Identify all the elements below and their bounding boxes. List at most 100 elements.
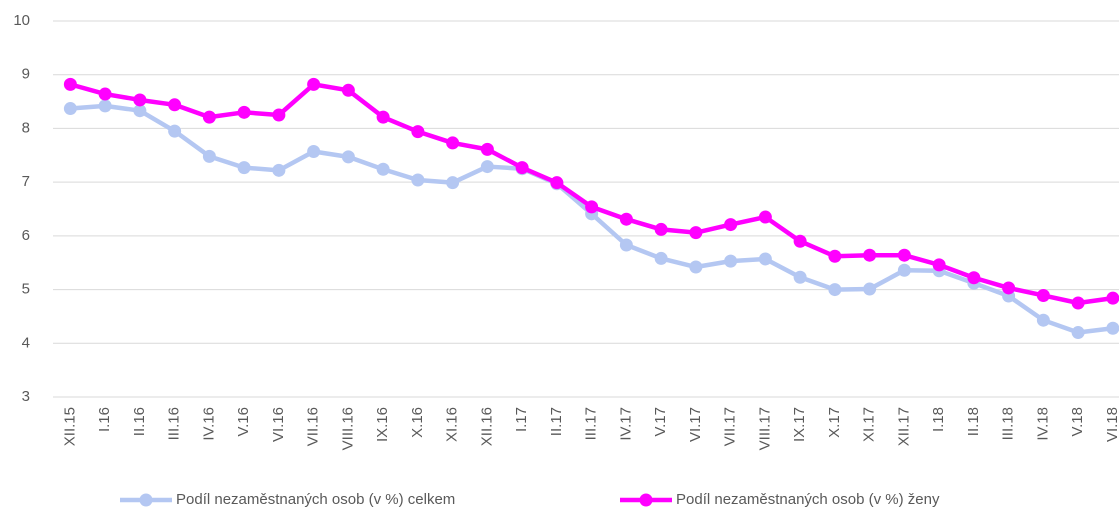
y-tick-label: 6 (22, 227, 30, 244)
data-point (863, 248, 877, 262)
data-point (758, 210, 772, 224)
x-tick-label: II.16 (131, 407, 148, 436)
data-point (515, 161, 529, 175)
data-point (376, 162, 390, 176)
data-point (98, 87, 112, 101)
data-point (341, 150, 355, 164)
data-point (411, 125, 425, 139)
data-point (98, 99, 112, 113)
data-point (863, 282, 877, 296)
data-point (480, 160, 494, 174)
data-point (967, 271, 981, 285)
x-tick-label: VI.17 (687, 407, 704, 442)
x-tick-label: V.18 (1069, 407, 1086, 436)
y-tick-label: 8 (22, 119, 30, 136)
x-tick-label: IX.17 (791, 407, 808, 442)
data-point (307, 145, 321, 159)
x-tick-label: II.18 (965, 407, 982, 436)
x-tick-label: IX.16 (374, 407, 391, 442)
data-point (654, 251, 668, 265)
x-tick-label: II.17 (548, 407, 565, 436)
data-point (63, 77, 77, 91)
data-point (307, 77, 321, 91)
data-point (550, 176, 564, 190)
data-point (724, 218, 738, 232)
x-tick-label: XI.17 (861, 407, 878, 442)
y-tick-label: 7 (22, 173, 30, 190)
x-tick-label: X.16 (409, 407, 426, 438)
y-tick-label: 4 (22, 334, 30, 351)
data-point (133, 104, 147, 118)
x-tick-label: XII.15 (61, 407, 78, 446)
data-point (1071, 326, 1085, 340)
data-point (585, 200, 599, 214)
data-point (168, 124, 182, 138)
data-point (272, 163, 286, 177)
x-tick-label: III.16 (166, 407, 183, 440)
data-point (272, 108, 286, 122)
legend-label: Podíl nezaměstnaných osob (v %) ženy (676, 491, 940, 508)
data-point (168, 98, 182, 112)
x-tick-label: IV.18 (1034, 407, 1051, 441)
y-tick-label: 5 (22, 281, 30, 298)
x-tick-label: III.18 (1000, 407, 1017, 440)
data-point (793, 270, 807, 284)
data-point (1002, 281, 1016, 295)
data-point (446, 136, 460, 150)
data-point (1036, 313, 1050, 327)
data-point (619, 212, 633, 226)
data-point (411, 173, 425, 187)
x-tick-label: VI.18 (1104, 407, 1119, 442)
data-point (689, 260, 703, 274)
x-tick-label: I.18 (930, 407, 947, 432)
data-point (480, 142, 494, 156)
data-point (724, 254, 738, 268)
y-tick-label: 9 (22, 66, 30, 83)
data-point (63, 102, 77, 116)
x-tick-label: I.17 (513, 407, 530, 432)
x-tick-label: I.16 (96, 407, 113, 432)
x-tick-label: V.17 (652, 407, 669, 436)
x-tick-label: XI.16 (444, 407, 461, 442)
x-tick-label: VII.16 (305, 407, 322, 446)
y-tick-label: 3 (22, 388, 30, 405)
data-point (376, 110, 390, 124)
data-point (897, 248, 911, 262)
data-point (758, 252, 772, 266)
data-point (654, 222, 668, 236)
data-point (237, 105, 251, 119)
data-point (202, 149, 216, 163)
x-tick-label: X.17 (826, 407, 843, 438)
data-point (133, 93, 147, 107)
x-tick-label: XII.16 (478, 407, 495, 446)
x-tick-label: III.17 (583, 407, 600, 440)
legend-swatch-marker (139, 493, 153, 507)
x-tick-label: V.16 (235, 407, 252, 436)
series-line (69, 82, 1114, 306)
data-point (1106, 321, 1119, 335)
x-tick-label: IV.16 (200, 407, 217, 441)
data-point (828, 283, 842, 297)
data-point (689, 226, 703, 240)
data-point (341, 83, 355, 97)
data-point (897, 263, 911, 277)
x-tick-label: VIII.16 (339, 407, 356, 450)
y-tick-label: 10 (13, 12, 30, 29)
x-tick-label: VII.17 (722, 407, 739, 446)
data-point (828, 249, 842, 263)
data-point (1036, 288, 1050, 302)
x-tick-label: XII.17 (895, 407, 912, 446)
data-point (619, 238, 633, 252)
legend-label: Podíl nezaměstnaných osob (v %) celkem (176, 491, 455, 508)
data-point (1071, 296, 1085, 310)
data-point (237, 161, 251, 175)
data-point (1106, 291, 1119, 305)
x-tick-label: IV.17 (617, 407, 634, 441)
data-point (202, 110, 216, 124)
data-point (446, 176, 460, 190)
data-point (932, 258, 946, 272)
x-tick-label: VI.16 (270, 407, 287, 442)
data-point (793, 234, 807, 248)
